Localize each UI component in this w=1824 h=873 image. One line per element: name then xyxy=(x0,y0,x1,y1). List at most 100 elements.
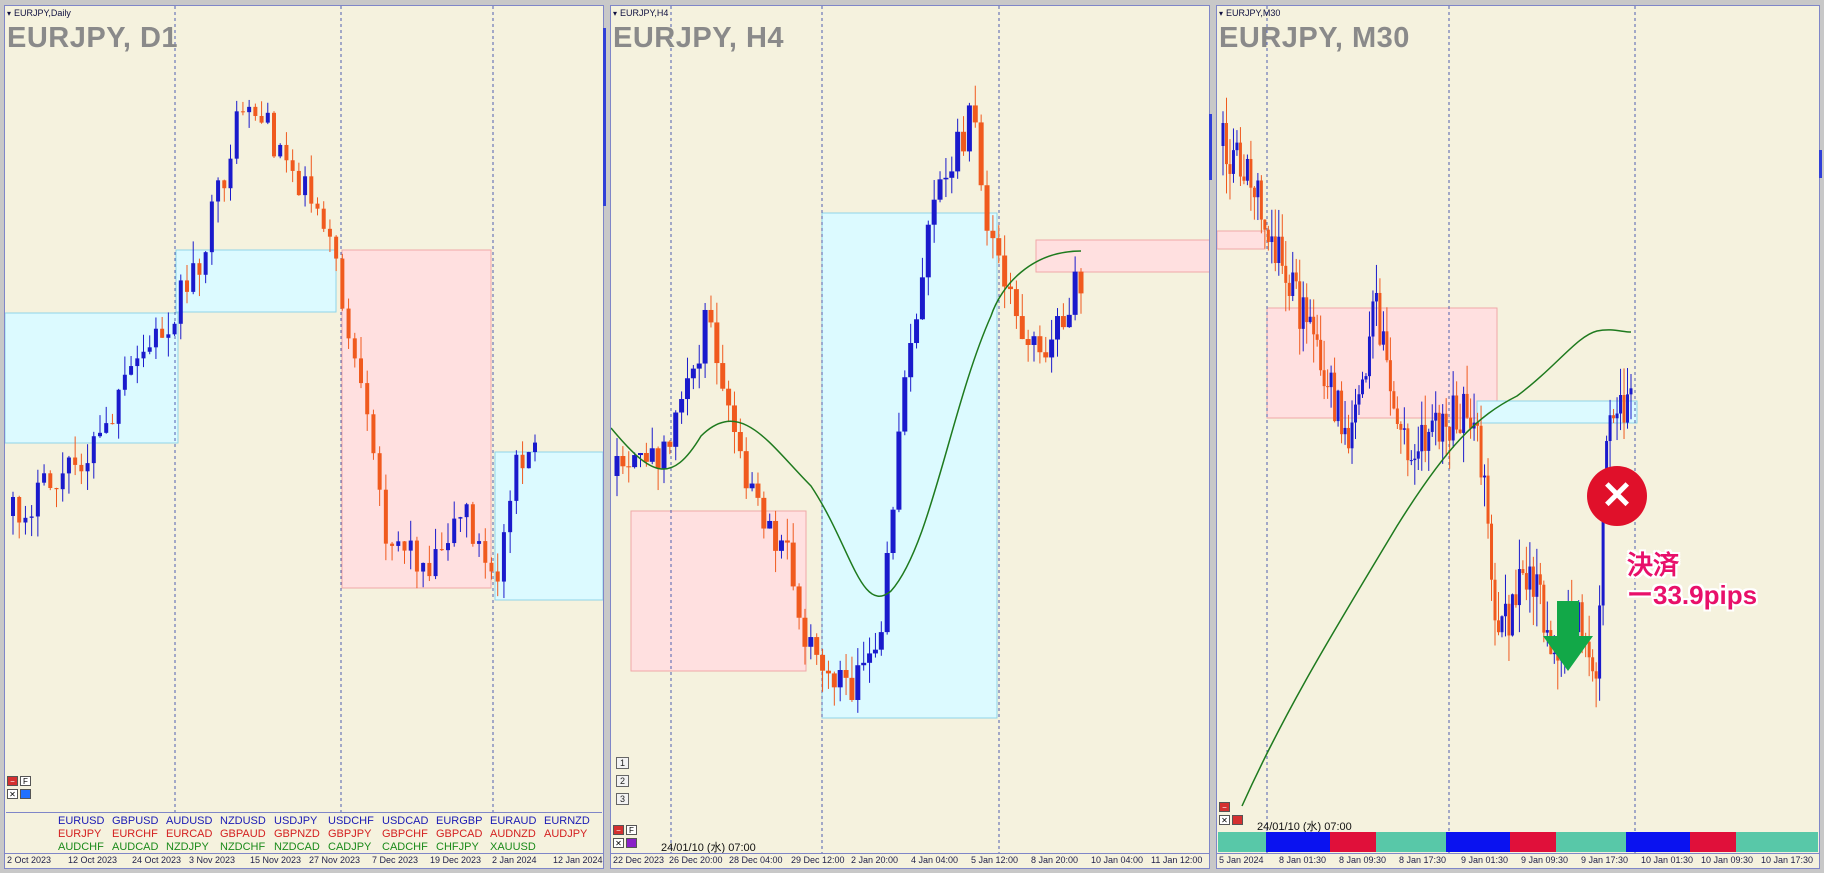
pair-gbpusd[interactable]: GBPUSD xyxy=(112,815,159,827)
scroll-marker[interactable] xyxy=(1819,150,1822,178)
pair-eurusd[interactable]: EURUSD xyxy=(58,815,105,827)
chart-pane-eurjpy-d1[interactable]: ▾ EURJPY,Daily EURJPY, D1 − F ✕ EURUSD GBP… xyxy=(4,5,604,869)
pair-gbpnzd[interactable]: GBPNZD xyxy=(274,828,320,840)
pair-gbpaud[interactable]: GBPAUD xyxy=(220,828,266,840)
candle-body xyxy=(620,456,626,467)
pair-cadchf[interactable]: CADCHF xyxy=(382,841,428,853)
pair-audcad[interactable]: AUDCAD xyxy=(112,841,159,853)
close-icon[interactable]: ✕ xyxy=(1219,815,1230,825)
red-square-icon[interactable] xyxy=(1232,815,1243,825)
pair-eurnzd[interactable]: EURNZD xyxy=(544,815,590,827)
candle-body xyxy=(390,543,395,546)
minimize-icon[interactable]: − xyxy=(7,776,18,786)
chart-title-text: EURJPY,Daily xyxy=(14,8,71,18)
price-chart-h4[interactable] xyxy=(611,6,1210,869)
candle-body xyxy=(421,562,426,572)
pair-eurcad[interactable]: EURCAD xyxy=(166,828,213,840)
scroll-marker[interactable] xyxy=(603,28,606,206)
number-button-3[interactable]: 3 xyxy=(616,793,629,805)
pair-euraud[interactable]: EURAUD xyxy=(490,815,537,827)
time-tick-label: 8 Jan 09:30 xyxy=(1339,855,1387,865)
candle-body xyxy=(452,518,457,544)
price-chart-d1[interactable] xyxy=(5,6,604,869)
minimize-icon[interactable]: − xyxy=(613,825,624,835)
pair-gbpchf[interactable]: GBPCHF xyxy=(382,828,428,840)
price-chart-m30[interactable] xyxy=(1217,6,1820,869)
pair-audjpy[interactable]: AUDJPY xyxy=(544,828,588,840)
pair-nzdchf[interactable]: NZDCHF xyxy=(220,841,266,853)
candle-body xyxy=(1437,412,1441,442)
candle-body xyxy=(1049,339,1055,358)
pair-xauusd[interactable]: XAUUSD xyxy=(490,841,536,853)
pair-usdchf[interactable]: USDCHF xyxy=(328,815,374,827)
candle-body xyxy=(352,338,357,359)
pair-nzdusd[interactable]: NZDUSD xyxy=(220,815,266,827)
candle-body xyxy=(1280,236,1284,266)
caret-down-icon[interactable]: ▾ xyxy=(7,9,12,18)
f-button[interactable]: F xyxy=(20,776,31,786)
candle-body xyxy=(1343,427,1347,435)
time-tick-label: 2 Jan 2024 xyxy=(492,855,537,865)
pair-usdcad[interactable]: USDCAD xyxy=(382,815,429,827)
number-button-2[interactable]: 2 xyxy=(616,775,629,787)
pair-audusd[interactable]: AUDUSD xyxy=(166,815,213,827)
pair-chfjpy[interactable]: CHFJPY xyxy=(436,841,479,853)
number-button-1[interactable]: 1 xyxy=(616,757,629,769)
candle-body xyxy=(296,170,301,196)
pair-gbpjpy[interactable]: GBPJPY xyxy=(328,828,372,840)
purple-square-icon[interactable] xyxy=(626,838,637,848)
pair-usdjpy[interactable]: USDJPY xyxy=(274,815,318,827)
caret-down-icon[interactable]: ▾ xyxy=(613,9,618,18)
pair-audchf[interactable]: AUDCHF xyxy=(58,841,104,853)
close-x-icon: ✕ xyxy=(1587,466,1647,526)
candle-body xyxy=(1374,292,1378,302)
pair-nzdcad[interactable]: NZDCAD xyxy=(274,841,320,853)
pair-audnzd[interactable]: AUDNZD xyxy=(490,828,536,840)
candle-body xyxy=(1385,331,1389,361)
candle-body xyxy=(637,453,643,456)
scroll-marker[interactable] xyxy=(1209,114,1212,180)
candle-body xyxy=(1427,431,1431,451)
candle-body xyxy=(1535,574,1539,597)
candle-body xyxy=(1245,158,1249,181)
moving-average-line xyxy=(611,250,1082,597)
candle-body xyxy=(778,540,784,551)
candle-body xyxy=(153,328,158,348)
candle-body xyxy=(321,208,326,229)
pair-cadjpy[interactable]: CADJPY xyxy=(328,841,372,853)
candle-body xyxy=(1249,158,1253,188)
candle-body xyxy=(790,542,796,587)
candle-body xyxy=(141,351,146,359)
candle-body xyxy=(1291,272,1295,296)
candle-body xyxy=(1626,394,1630,423)
candle-body xyxy=(1619,395,1623,414)
candle-body xyxy=(228,158,233,189)
candle-body xyxy=(1256,180,1260,198)
pair-gbpcad[interactable]: GBPCAD xyxy=(436,828,483,840)
chart-pane-eurjpy-h4[interactable]: ▾ EURJPY,H4 EURJPY, H4 1 2 3 − F ✕ 24/01/… xyxy=(610,5,1210,869)
blue-square-icon[interactable] xyxy=(20,789,31,799)
candle-body xyxy=(216,180,221,202)
pair-nzdjpy[interactable]: NZDJPY xyxy=(166,841,209,853)
down-arrow-icon xyxy=(1543,601,1593,671)
caret-down-icon[interactable]: ▾ xyxy=(1219,9,1224,18)
candle-body xyxy=(1008,286,1014,290)
pair-eurchf[interactable]: EURCHF xyxy=(112,828,158,840)
chart-title-text: EURJPY,H4 xyxy=(620,8,669,18)
candle-body xyxy=(35,482,40,517)
candle-body xyxy=(1381,331,1385,345)
candle-body xyxy=(147,347,152,352)
close-icon[interactable]: ✕ xyxy=(613,838,624,848)
zone-box xyxy=(5,312,179,444)
settle-label: 決済 xyxy=(1627,550,1680,580)
chart-pane-eurjpy-m30[interactable]: ▾ EURJPY,M30 EURJPY, M30 − ✕ 24/01/10 (水)… xyxy=(1216,5,1820,869)
candle-body xyxy=(1078,271,1084,294)
pair-eurjpy[interactable]: EURJPY xyxy=(58,828,102,840)
minimize-icon[interactable]: − xyxy=(1219,802,1230,812)
candle-body xyxy=(346,308,351,339)
candle-body xyxy=(1538,574,1542,585)
f-button[interactable]: F xyxy=(626,825,637,835)
candle-body xyxy=(908,343,914,378)
pair-eurgbp[interactable]: EURGBP xyxy=(436,815,483,827)
close-icon[interactable]: ✕ xyxy=(7,789,18,799)
